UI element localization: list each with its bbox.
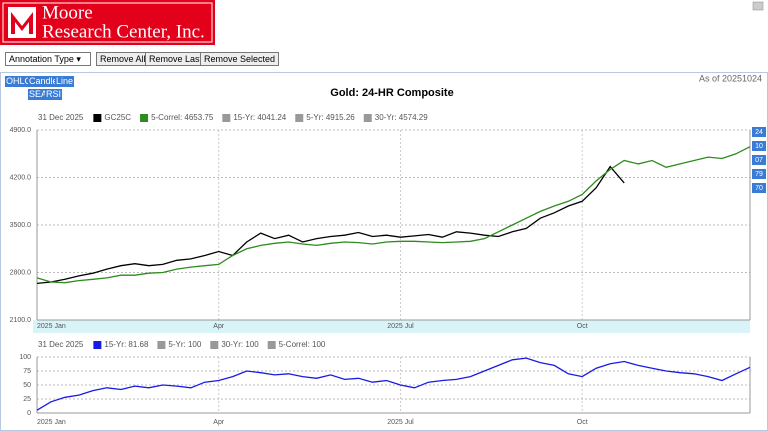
legend-label[interactable]: GC25C bbox=[104, 113, 131, 122]
chart-title: Gold: 24-HR Composite bbox=[330, 87, 453, 99]
legend-label[interactable]: 5-Yr: 4915.26 bbox=[306, 113, 355, 122]
series-line bbox=[36, 357, 751, 411]
x-tick-label: Oct bbox=[577, 323, 588, 330]
y-tick-label: 100 bbox=[19, 354, 31, 361]
x-tick-label: Apr bbox=[213, 323, 225, 330]
legend-swatch[interactable] bbox=[295, 114, 304, 122]
x-tick-label: 2025 Jul bbox=[387, 323, 414, 330]
y-tick-label: 3500.0 bbox=[10, 222, 32, 229]
y-tick-label: 4200.0 bbox=[10, 174, 32, 181]
legend-swatch[interactable] bbox=[222, 114, 231, 122]
legend-label[interactable]: 5-Yr: 100 bbox=[168, 340, 201, 349]
price-tag-label: 70 bbox=[755, 185, 763, 192]
logo-mark bbox=[11, 12, 33, 34]
button[interactable]: Remove All bbox=[96, 52, 150, 66]
y-tick-label: 4900.0 bbox=[10, 127, 32, 134]
y-tick-label: 0 bbox=[27, 410, 31, 417]
y-tick-label: 2800.0 bbox=[10, 269, 32, 276]
legend-swatch[interactable] bbox=[210, 341, 219, 349]
y-tick-label: 2100.0 bbox=[10, 317, 32, 324]
x-tick-label: Apr bbox=[213, 419, 225, 426]
price-tag bbox=[752, 169, 766, 179]
legend-date: 31 Dec 2025 bbox=[38, 340, 84, 349]
corner-icon[interactable] bbox=[752, 1, 764, 11]
logo-border bbox=[2, 2, 213, 43]
price-tag bbox=[752, 183, 766, 193]
select-text: Annotation Type bbox=[9, 54, 74, 64]
price-tag-label: 10 bbox=[755, 143, 763, 150]
price-tag bbox=[752, 141, 766, 151]
legend-swatch[interactable] bbox=[140, 114, 149, 122]
chart-panel bbox=[0, 72, 768, 431]
price-tag-label: 24 bbox=[755, 129, 763, 136]
legend-label[interactable]: 30-Yr: 100 bbox=[221, 340, 259, 349]
series-line bbox=[36, 165, 625, 285]
x-tick-label: 2025 Jul bbox=[387, 419, 414, 426]
legend-label[interactable]: 15-Yr: 81.68 bbox=[104, 340, 149, 349]
button[interactable]: Remove Selected bbox=[200, 52, 280, 66]
legend-swatch[interactable] bbox=[267, 341, 276, 349]
x-tick-label: 2025 Jan bbox=[37, 323, 66, 330]
button[interactable]: Remove Last bbox=[145, 52, 207, 66]
annotation-select[interactable]: Annotation Type ▾ bbox=[5, 52, 91, 66]
x-tick-label: Oct bbox=[577, 419, 588, 426]
logo-text: Research Center, Inc. bbox=[42, 21, 205, 42]
logo-text: Moore bbox=[42, 2, 93, 23]
study-button[interactable]: SEA bbox=[28, 89, 49, 100]
y-tick-label: 50 bbox=[23, 382, 31, 389]
legend-swatch[interactable] bbox=[363, 114, 372, 122]
price-tag bbox=[752, 127, 766, 137]
price-tag bbox=[752, 155, 766, 165]
chart-button[interactable]: Line bbox=[55, 76, 75, 87]
legend-label[interactable]: 30-Yr: 4574.29 bbox=[375, 113, 428, 122]
legend-swatch[interactable] bbox=[93, 114, 102, 122]
x-axis-band bbox=[33, 320, 750, 333]
as-of: As of 20251024 bbox=[699, 73, 762, 83]
legend-label[interactable]: 5-Correl: 4653.75 bbox=[151, 113, 214, 122]
chart-button[interactable]: OHLC bbox=[5, 76, 33, 87]
price-tag-label: 07 bbox=[755, 157, 763, 164]
chart-button[interactable]: Candle bbox=[28, 76, 59, 87]
study-button[interactable]: RSI bbox=[45, 89, 63, 100]
legend-swatch[interactable] bbox=[157, 341, 166, 349]
legend-swatch[interactable] bbox=[93, 341, 102, 349]
legend-label[interactable]: 15-Yr: 4041.24 bbox=[233, 113, 286, 122]
y-tick-label: 75 bbox=[23, 368, 31, 375]
y-tick-label: 25 bbox=[23, 396, 31, 403]
price-tag-label: 79 bbox=[755, 171, 763, 178]
x-tick-label: 2025 Jan bbox=[37, 419, 66, 426]
legend-label[interactable]: 5-Correl: 100 bbox=[279, 340, 326, 349]
legend-date: 31 Dec 2025 bbox=[38, 113, 84, 122]
series-line bbox=[36, 146, 751, 284]
